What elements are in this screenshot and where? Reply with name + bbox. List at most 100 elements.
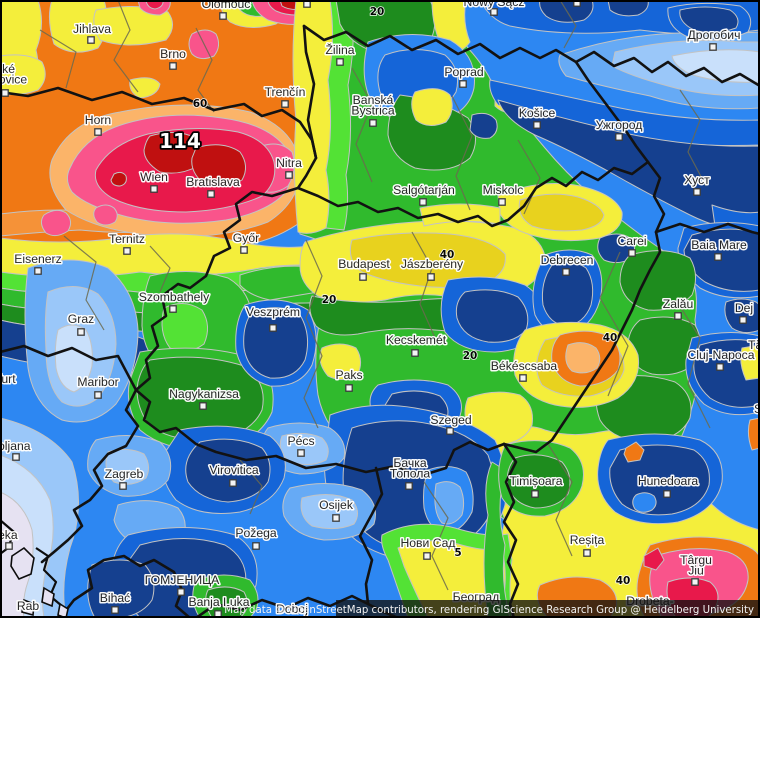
- city-label: Хуст: [684, 173, 710, 187]
- contour-value-label: 20: [370, 6, 385, 18]
- city-marker: [691, 578, 699, 586]
- city-label: Târgu: [680, 553, 712, 567]
- city-marker: [531, 490, 539, 498]
- precip-zone: [63, 235, 105, 331]
- precip-zone: [740, 344, 760, 381]
- precip-zone: [319, 343, 362, 380]
- precip-zone: [300, 494, 358, 530]
- city-label: Győr: [233, 231, 259, 245]
- city-label: Ternitz: [109, 232, 145, 246]
- precip-zone: [434, 481, 465, 525]
- precip-zone: [243, 307, 309, 379]
- precip-zone: [469, 112, 498, 139]
- country-borders: [0, 24, 760, 618]
- precip-zone: [502, 442, 520, 618]
- precip-zone: [502, 230, 662, 454]
- city-label: eka: [0, 528, 18, 542]
- precip-zone: [161, 303, 208, 352]
- city-label: Banja Luka: [189, 595, 250, 609]
- city-markers-and-labels: Jihlava Brno Olomouc skéjovice Horn Wien Brati…: [0, 0, 760, 618]
- precip-zone: [325, 0, 354, 231]
- city-label: Дрогобич: [688, 28, 741, 42]
- precip-zone: [93, 204, 118, 226]
- city-marker: [709, 43, 717, 51]
- precip-zone: [296, 160, 650, 228]
- city-marker: [199, 402, 207, 410]
- city-label: Pécs: [287, 434, 314, 448]
- city-label: Salgótarján: [393, 183, 455, 197]
- precip-zone: [134, 186, 300, 392]
- map-attribution: Map data © OpenStreetMap contributors, r…: [224, 600, 760, 618]
- map-canvas[interactable]: Jihlava Brno Olomouc skéjovice Horn Wien Brati…: [0, 0, 760, 618]
- attribution-text: Map data © OpenStreetMap contributors, r…: [224, 605, 754, 616]
- city-label: Doboj: [276, 602, 308, 616]
- city-marker: [562, 268, 570, 276]
- city-label: Graz: [68, 312, 94, 326]
- city-marker: [77, 328, 85, 336]
- city-label: Brno: [160, 47, 186, 61]
- contour-value-label: 60: [193, 98, 208, 110]
- city-marker: [519, 374, 527, 382]
- city-label: Tă: [748, 338, 760, 352]
- city-marker: [427, 273, 435, 281]
- contour-value-label: 5: [454, 547, 461, 559]
- city-marker: [739, 316, 747, 324]
- precip-zone: [451, 95, 473, 211]
- city-label: Szeged: [430, 413, 471, 427]
- city-label: Jiu: [688, 564, 704, 578]
- city-marker: [332, 514, 340, 522]
- city-marker: [281, 100, 289, 108]
- city-marker: [87, 36, 95, 44]
- city-label: furt: [0, 372, 16, 386]
- contour-value-label: 40: [603, 332, 618, 344]
- city-marker: [714, 253, 722, 261]
- city-label: Poprad: [444, 65, 483, 79]
- city-label: Бачка: [393, 456, 426, 470]
- precip-zone: [129, 77, 161, 99]
- precipitation-map[interactable]: Jihlava Brno Olomouc skéjovice Horn Wien Brati…: [0, 0, 760, 618]
- precip-zone: [21, 598, 35, 617]
- city-label: Horn: [85, 113, 111, 127]
- precip-zone: [643, 547, 665, 571]
- city-label: Baia Mare: [691, 238, 747, 252]
- city-marker: [297, 449, 305, 457]
- city-marker: [533, 121, 541, 129]
- city-label: Miskolc: [483, 183, 524, 197]
- contour-value-label: 40: [616, 575, 631, 587]
- city-label: Ужгород: [596, 118, 643, 132]
- city-marker: [411, 349, 419, 357]
- city-marker: [693, 188, 701, 196]
- city-label: Нови Сад: [400, 536, 455, 550]
- city-marker: [207, 190, 215, 198]
- precip-zone: [105, 448, 150, 485]
- precip-zone: [185, 438, 271, 503]
- city-label: Nagykanizsa: [169, 387, 239, 401]
- city-label: S: [754, 402, 760, 416]
- city-label: Bystrica: [351, 104, 395, 118]
- precip-zone: [607, 0, 649, 17]
- precip-zone: [517, 139, 541, 215]
- precip-zone: [110, 171, 127, 187]
- precip-zone: [411, 88, 453, 126]
- city-label: Cluj-Napoca: [687, 348, 754, 362]
- city-marker: [177, 588, 185, 596]
- city-label: Veszprém: [246, 305, 300, 319]
- city-label: Wien: [140, 170, 168, 184]
- precip-zone: [559, 0, 577, 49]
- precip-zone: [149, 245, 171, 293]
- city-label: Bratislava: [186, 175, 240, 189]
- precip-zone: [646, 160, 760, 236]
- precip-zone: [411, 231, 437, 341]
- city-label: ГОМЈЕНИЦА: [145, 573, 220, 587]
- city-label: Rab: [17, 599, 40, 613]
- precip-zone: [239, 459, 263, 515]
- contour-value-label: 20: [463, 350, 478, 362]
- precip-zone: [632, 492, 657, 513]
- city-marker: [119, 482, 127, 490]
- city-label: Budapest: [338, 257, 390, 271]
- adriatic-coastline: [0, 519, 69, 618]
- city-label: Paks: [335, 368, 362, 382]
- city-label: Bihać: [100, 591, 131, 605]
- city-marker: [419, 198, 427, 206]
